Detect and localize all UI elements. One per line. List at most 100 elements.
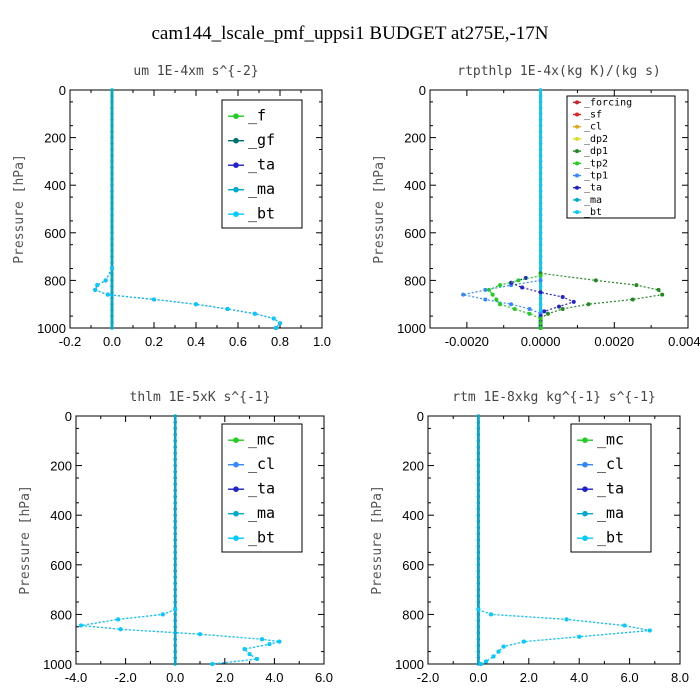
panel-title: rtpthlp 1E-4x(kg K)/(kg s) (457, 64, 661, 79)
legend-label: _bt (248, 529, 275, 547)
data-point (538, 237, 543, 241)
data-point (498, 283, 503, 288)
data-point (173, 507, 177, 511)
data-point (173, 656, 177, 660)
data-point (538, 124, 543, 128)
data-point (538, 316, 543, 321)
legend-marker (233, 461, 239, 468)
legend-marker (575, 210, 579, 215)
y-axis-label: Pressure [hPa] (370, 485, 385, 595)
data-point (110, 308, 114, 312)
panel-title: thlm 1E-5xK s^{-1} (130, 390, 271, 405)
data-point (173, 495, 177, 499)
legend-label: _gf (248, 131, 275, 149)
data-point (173, 433, 177, 437)
legend-label: _ta (248, 480, 275, 498)
data-point (110, 237, 114, 241)
data-point (173, 519, 177, 524)
series-line-dp1 (539, 272, 664, 328)
x-tick-label: 0.8 (271, 334, 289, 349)
y-tick-label: 1000 (37, 321, 66, 336)
data-point (110, 314, 114, 318)
data-point (622, 623, 627, 628)
data-point (110, 195, 114, 199)
data-point (496, 649, 501, 654)
data-point (110, 225, 114, 229)
legend-label: _forcing (584, 97, 632, 108)
series-line-bt (478, 608, 650, 665)
x-tick-label: -2.0 (114, 670, 136, 685)
data-point (476, 563, 480, 567)
data-point (489, 612, 493, 617)
y-tick-label: 0 (419, 83, 426, 98)
data-point (461, 292, 466, 297)
data-point (586, 302, 591, 307)
data-point (173, 612, 177, 617)
data-point (476, 544, 480, 548)
data-point (173, 501, 177, 505)
data-point (512, 306, 517, 311)
x-tick-label: -2.0 (417, 670, 439, 685)
data-point (110, 183, 114, 187)
data-point (656, 287, 661, 292)
data-point (173, 538, 177, 542)
data-point (173, 451, 177, 455)
legend-marker (575, 112, 579, 117)
data-point (110, 296, 114, 300)
data-point (476, 420, 480, 424)
data-point (476, 451, 480, 455)
data-point (476, 426, 480, 430)
y-tick-label: 1000 (43, 657, 72, 672)
data-point (110, 302, 114, 306)
x-tick-label: 6.0 (315, 670, 333, 685)
panel-title: um 1E-4xm s^{-2} (133, 64, 258, 79)
legend-label: _cl (248, 455, 275, 473)
data-point (476, 464, 480, 468)
data-point (173, 420, 177, 424)
data-point (173, 581, 177, 586)
data-point (538, 231, 543, 235)
data-point (538, 136, 543, 140)
data-point (173, 414, 177, 418)
x-tick-label: 4.0 (570, 670, 588, 685)
x-tick-label: -0.0020 (445, 334, 489, 349)
series-line-tp2 (488, 275, 542, 328)
data-point (538, 177, 543, 181)
data-point (538, 159, 543, 163)
y-tick-label: 200 (50, 459, 72, 474)
legend-label: _tp1 (584, 171, 608, 182)
data-point (173, 600, 177, 604)
data-point (78, 623, 83, 628)
data-point (538, 189, 543, 193)
data-point (538, 201, 543, 205)
data-point (173, 569, 177, 573)
data-point (501, 644, 506, 649)
y-tick-label: 0 (417, 409, 424, 424)
legend-label: _tp2 (584, 158, 608, 169)
data-point (476, 457, 480, 461)
data-point (116, 617, 121, 622)
data-point (110, 147, 114, 152)
data-point (545, 311, 550, 316)
data-point (110, 266, 114, 271)
data-point (509, 302, 514, 307)
data-point (173, 470, 177, 474)
data-point (278, 321, 282, 326)
data-point (173, 445, 177, 449)
data-point (521, 639, 526, 644)
data-point (110, 213, 114, 217)
data-point (538, 94, 543, 98)
data-point (476, 550, 480, 555)
data-point (110, 320, 114, 324)
data-point (110, 94, 114, 98)
data-point (173, 464, 177, 468)
y-axis-label: Pressure [hPa] (18, 485, 33, 595)
data-point (110, 136, 114, 140)
data-point (173, 550, 177, 555)
figure-title: cam144_lscale_pmf_uppsi1 BUDGET at275E,-… (152, 23, 549, 44)
data-point (476, 600, 480, 604)
y-tick-label: 1000 (395, 657, 424, 672)
data-point (173, 513, 177, 517)
